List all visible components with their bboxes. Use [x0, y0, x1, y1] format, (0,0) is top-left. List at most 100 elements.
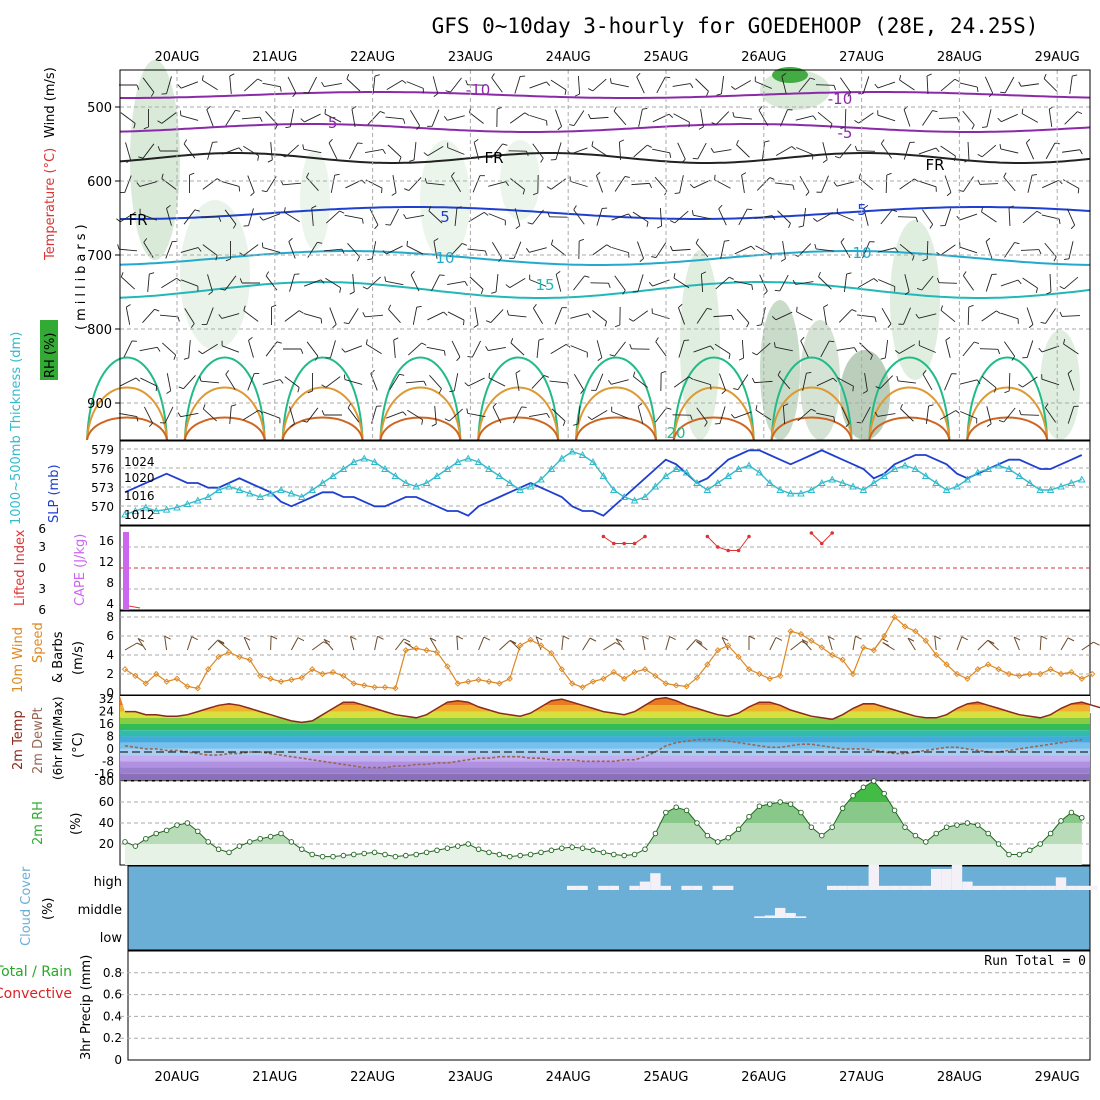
wind-speed-marker — [225, 649, 233, 656]
precip-tick-label: 0.4 — [103, 1009, 122, 1023]
rh-marker — [611, 851, 617, 858]
rh-marker — [579, 845, 586, 851]
thickness-marker — [547, 464, 556, 472]
slp-tick-label: 1020 — [124, 471, 155, 485]
rh-marker — [735, 826, 742, 833]
millibars-axis-label: (millibars) — [74, 220, 89, 330]
wind-speed-marker — [142, 680, 149, 687]
rh-marker — [923, 839, 929, 845]
rh-marker — [247, 839, 253, 845]
rh-marker — [236, 843, 243, 849]
rh-marker — [798, 809, 804, 816]
li-tick-label: 0 — [38, 561, 46, 575]
rh-marker — [694, 820, 700, 826]
thickness-marker — [1077, 475, 1086, 483]
thickness-marker — [339, 464, 348, 472]
thickness-marker — [568, 447, 577, 455]
rh-tick-label: 80 — [99, 774, 114, 788]
thickness-marker — [183, 499, 192, 507]
wind-speed-marker — [818, 644, 825, 651]
lifted-index-marker — [601, 534, 606, 539]
isotherm-label: -5 — [838, 124, 853, 142]
wind-speed-marker — [173, 675, 181, 682]
thickness-marker — [807, 485, 816, 493]
dewpt2m-series-line — [124, 738, 1082, 769]
date-label-top: 27AUG — [839, 50, 884, 65]
rh2m-axis-label-a: 2m RH — [31, 801, 46, 845]
wind10-panel: 8 6 4 2 0 10m Wind Speed & Barbs (m/s) — [11, 610, 1100, 700]
cloud-high-bar — [598, 885, 609, 890]
temp2m-axis-label-c: (6hr Min/Max) — [51, 697, 65, 781]
cloud-high-bar — [889, 885, 900, 890]
wind-speed-marker — [870, 647, 877, 654]
rh2m-panel: 80 60 40 20 2m RH (%) — [31, 774, 1091, 866]
thickness-marker — [880, 471, 889, 479]
thickness-marker — [869, 478, 878, 486]
temp2m-area — [120, 696, 1100, 723]
wind-speed-marker — [402, 647, 409, 654]
wind-speed-marker — [527, 636, 534, 643]
thickness-marker — [963, 475, 972, 483]
date-label-top: 20AUG — [154, 50, 199, 65]
wind10-axis-label-d: (m/s) — [71, 641, 86, 675]
wind-tick-label: 8 — [106, 610, 114, 624]
thickness-marker — [620, 492, 629, 500]
wind-speed-marker — [901, 623, 909, 630]
thickness-marker — [204, 492, 213, 500]
thickness-marker — [953, 482, 961, 490]
wind-tick-label: 2 — [106, 667, 114, 681]
thickness-marker — [672, 464, 681, 472]
li-tick-label: 6 — [38, 522, 46, 536]
thickness-marker — [121, 510, 129, 518]
date-label-bottom: 23AUG — [448, 1070, 493, 1085]
rh-marker — [143, 836, 149, 842]
date-label-top: 24AUG — [546, 50, 591, 65]
wind-speed-marker — [267, 675, 274, 682]
chart-title: GFS 0~10day 3-hourly for GOEDEHOOP (28E,… — [432, 14, 1039, 38]
wind-axis-label: Wind (m/s) — [43, 67, 58, 138]
rh-marker — [465, 841, 471, 847]
thickness-marker — [630, 496, 639, 504]
rh-marker — [1027, 847, 1033, 854]
thickness-marker — [1025, 478, 1034, 486]
wind-speed-marker — [922, 637, 929, 644]
cloud-high-bar — [650, 873, 661, 890]
cloud-high-bar — [910, 885, 921, 890]
wind-speed-marker — [756, 670, 763, 678]
date-label-top: 25AUG — [643, 50, 688, 65]
cloud-high-bar — [681, 885, 692, 890]
wind-speed-marker — [423, 647, 430, 654]
thickness-marker — [703, 485, 712, 493]
rh-marker — [943, 824, 950, 830]
cape-tick-label: 16 — [99, 534, 114, 548]
temp-tick-label: -16 — [94, 767, 114, 781]
lifted-index-marker — [747, 534, 751, 539]
rh-marker — [725, 834, 731, 841]
wind-speed-marker — [766, 675, 773, 682]
cloud-high-bar — [847, 885, 859, 890]
thickness-marker — [412, 482, 421, 490]
wind-speed-marker — [589, 678, 597, 685]
wind-speed-marker — [1047, 666, 1054, 673]
wind-speed-marker — [912, 628, 919, 635]
rh-marker — [455, 843, 461, 849]
thickness-marker — [797, 489, 805, 497]
thickness-marker — [401, 478, 410, 486]
cape-tick-label: 12 — [99, 555, 114, 569]
rh-marker — [985, 830, 991, 837]
wind-tick-label: 0 — [106, 686, 114, 700]
wind-speed-marker — [600, 675, 607, 682]
thickness-marker — [745, 461, 753, 469]
thickness-marker — [464, 454, 473, 462]
lifted-index-axis-label: Lifted Index — [13, 529, 28, 606]
cloud-high-bar — [577, 885, 588, 890]
isotherm-label: -10 — [466, 81, 491, 99]
wind-speed-marker — [725, 642, 732, 649]
thickness-marker — [724, 471, 733, 479]
thickness-marker — [152, 506, 161, 514]
cloud-mid-bar — [795, 916, 807, 918]
thickness-marker — [942, 485, 951, 493]
wind-speed-series-line — [124, 616, 1093, 689]
isotherm-label: 10 — [435, 249, 454, 267]
